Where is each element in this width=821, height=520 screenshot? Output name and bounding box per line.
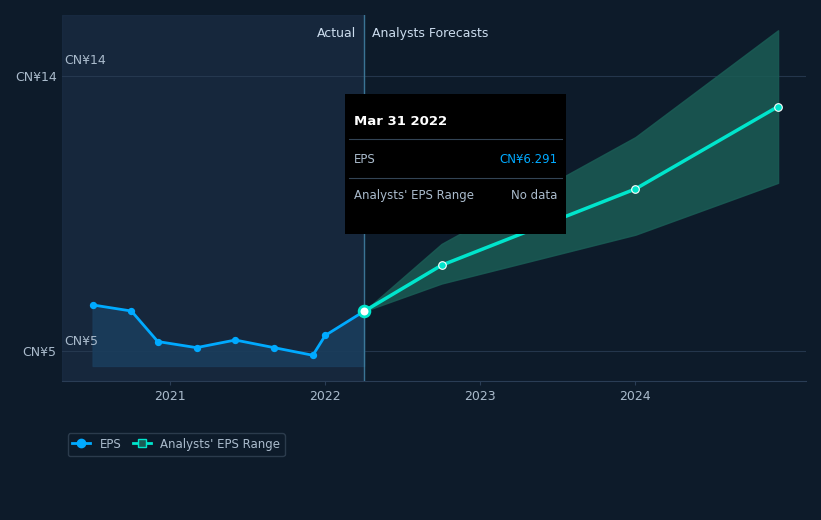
Text: CN¥6.291: CN¥6.291 <box>499 152 557 165</box>
Point <box>306 351 319 359</box>
Text: Analysts Forecasts: Analysts Forecasts <box>372 27 488 40</box>
Text: Mar 31 2022: Mar 31 2022 <box>354 114 447 127</box>
Text: Actual: Actual <box>317 27 356 40</box>
Text: CN¥5: CN¥5 <box>65 335 99 348</box>
Point <box>357 307 370 316</box>
Point <box>629 185 642 193</box>
Point <box>229 336 242 344</box>
Text: EPS: EPS <box>354 152 375 165</box>
Legend: EPS, Analysts' EPS Range: EPS, Analysts' EPS Range <box>67 434 285 456</box>
Point <box>190 344 203 352</box>
Point <box>151 337 164 346</box>
Bar <box>62 15 364 381</box>
Point <box>125 307 138 315</box>
Point <box>268 344 281 352</box>
Point <box>435 261 448 269</box>
Point <box>772 102 785 111</box>
Point <box>357 307 370 316</box>
Point <box>357 307 370 316</box>
Point <box>319 331 332 340</box>
Text: No data: No data <box>511 189 557 202</box>
Text: CN¥14: CN¥14 <box>65 54 107 67</box>
Point <box>86 301 99 309</box>
Text: Analysts' EPS Range: Analysts' EPS Range <box>354 189 474 202</box>
